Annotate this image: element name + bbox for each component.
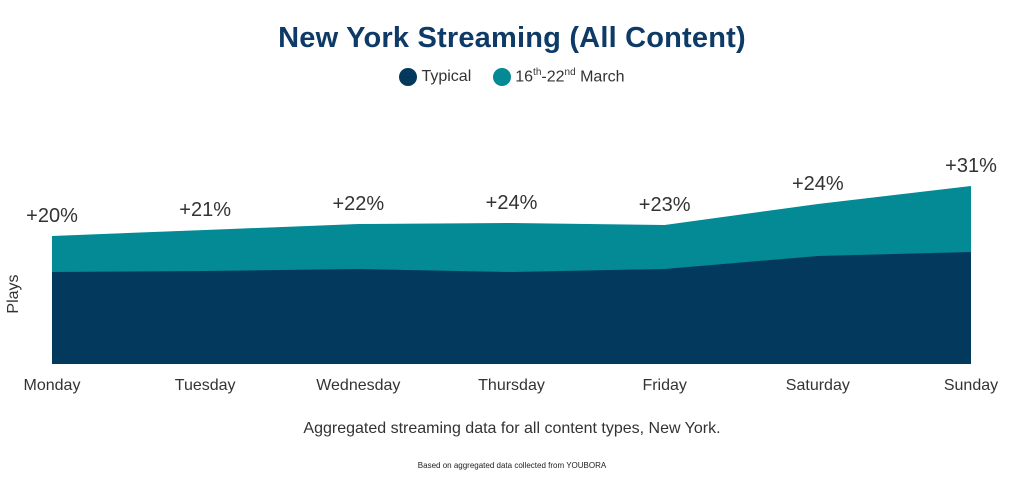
data-label-saturday: +24% (792, 173, 844, 195)
x-tick-tuesday: Tuesday (175, 377, 236, 394)
area-series-typical (52, 252, 971, 364)
legend-label-typical: Typical (421, 67, 472, 85)
data-label-friday: +23% (639, 194, 691, 216)
x-tick-saturday: Saturday (786, 377, 850, 394)
legend: Typical 16th-22nd March (0, 67, 1024, 86)
legend-item-march: 16th-22nd March (493, 67, 625, 86)
legend-item-typical: Typical (399, 67, 472, 86)
legend-label-march: 16th-22nd March (515, 67, 625, 86)
x-tick-monday: Monday (24, 377, 81, 394)
x-tick-wednesday: Wednesday (316, 377, 400, 394)
data-label-tuesday: +21% (179, 199, 231, 221)
source-footnote: Based on aggregated data collected from … (417, 461, 607, 470)
data-label-monday: +20% (26, 205, 78, 227)
legend-swatch-typical (399, 67, 418, 86)
data-label-thursday: +24% (486, 192, 538, 214)
x-tick-friday: Friday (642, 377, 686, 394)
data-label-wednesday: +22% (332, 193, 384, 215)
legend-swatch-march (493, 67, 512, 86)
x-tick-thursday: Thursday (478, 377, 545, 394)
data-label-sunday: +31% (945, 155, 997, 177)
chart-title: New York Streaming (All Content) (278, 22, 746, 54)
x-tick-sunday: Sunday (944, 377, 998, 394)
chart-caption: Aggregated streaming data for all conten… (303, 420, 721, 437)
